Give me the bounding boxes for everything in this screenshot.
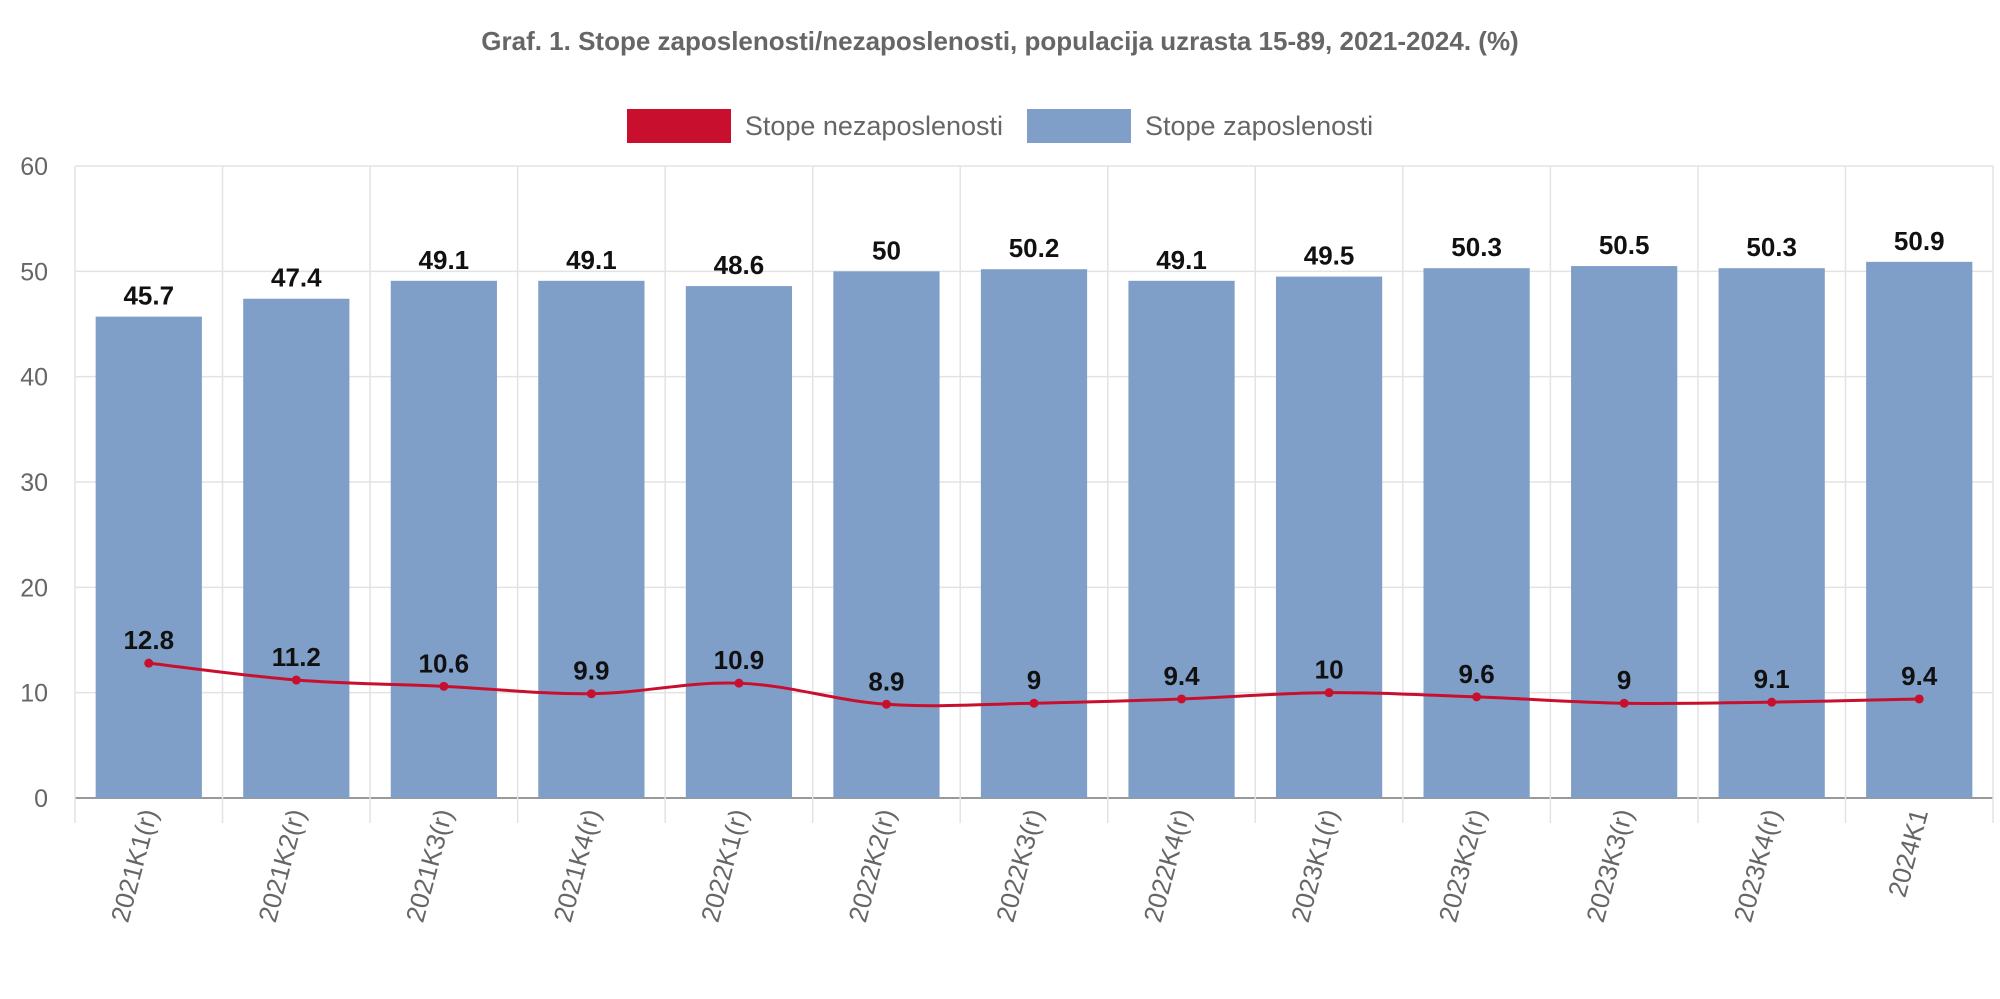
line-value-label: 12.8 (123, 625, 174, 655)
bar-employment (1423, 268, 1530, 798)
point-unemployment (586, 689, 596, 699)
y-tick-label: 60 (20, 153, 48, 181)
bar-employment (980, 269, 1088, 798)
y-tick-label: 40 (20, 364, 48, 392)
line-value-label: 9.9 (573, 656, 609, 686)
bar-value-label: 50.9 (1894, 226, 1945, 256)
legend-swatch-unemployment (626, 109, 731, 143)
bar-value-label: 50.2 (1009, 233, 1060, 263)
legend-label-unemployment: Stope nezaposlenosti (744, 110, 1004, 141)
bar-employment (1275, 276, 1383, 799)
legend-label-employment: Stope zaposlenosti (1145, 110, 1374, 141)
bar-value-label: 50.3 (1451, 232, 1502, 262)
point-unemployment (1177, 694, 1187, 704)
x-tick-label: 2021K4(r) (547, 806, 606, 925)
line-value-label: 9.4 (1163, 661, 1200, 691)
bar-employment (1128, 280, 1235, 798)
y-tick-label: 50 (20, 258, 48, 286)
y-tick-label: 10 (20, 680, 48, 708)
x-tick-label: 2022K1(r) (695, 806, 754, 925)
point-unemployment (1767, 697, 1777, 707)
bar-employment (685, 286, 793, 798)
x-tick-label: 2023K3(r) (1580, 806, 1639, 925)
bar-employment (243, 298, 350, 798)
y-tick-label: 30 (20, 469, 48, 497)
line-value-label: 10.6 (419, 648, 470, 678)
y-tick-label: 20 (20, 574, 48, 602)
bar-value-label: 45.7 (123, 281, 174, 311)
bar-value-label: 49.1 (1156, 245, 1207, 275)
legend: Stope nezaposlenosti Stope zaposlenosti (0, 106, 2000, 146)
line-value-label: 10 (1315, 655, 1344, 685)
point-unemployment (1029, 698, 1039, 708)
line-value-label: 9.4 (1901, 661, 1938, 691)
bar-value-label: 49.1 (566, 245, 617, 275)
y-tick-label: 0 (34, 785, 48, 813)
x-tick-label: 2023K2(r) (1433, 806, 1492, 925)
bar-employment (833, 271, 940, 798)
point-unemployment (1914, 694, 1924, 704)
x-tick-label: 2024K1 (1882, 806, 1934, 900)
line-value-label: 9.6 (1459, 659, 1495, 689)
bar-value-label: 50.5 (1599, 230, 1650, 260)
point-unemployment (734, 678, 744, 688)
bar-employment (538, 280, 645, 798)
point-unemployment (1619, 698, 1629, 708)
bar-value-label: 48.6 (714, 250, 765, 280)
bar-employment (390, 280, 497, 798)
bar-value-label: 49.1 (419, 245, 470, 275)
line-value-label: 11.2 (272, 642, 321, 672)
x-tick-label: 2023K1(r) (1285, 806, 1344, 925)
x-tick-label: 2021K2(r) (252, 806, 311, 925)
bar-value-label: 47.4 (271, 263, 322, 293)
line-value-label: 8.9 (868, 666, 904, 696)
bar-employment (1866, 261, 1973, 798)
bar-employment (95, 316, 202, 798)
legend-item-unemployment[interactable]: Stope nezaposlenosti (626, 109, 1004, 143)
x-tick-label: 2021K3(r) (400, 806, 459, 925)
bar-employment (1571, 266, 1678, 799)
point-unemployment (1324, 688, 1334, 698)
bar-value-label: 50.3 (1746, 232, 1797, 262)
legend-swatch-employment (1027, 109, 1132, 143)
x-tick-label: 2021K1(r) (105, 806, 164, 925)
point-unemployment (1472, 692, 1482, 702)
point-unemployment (144, 658, 154, 668)
line-value-label: 9 (1027, 665, 1041, 695)
x-tick-label: 2022K3(r) (990, 806, 1049, 925)
line-value-label: 10.9 (714, 645, 765, 675)
line-value-label: 9 (1617, 665, 1631, 695)
point-unemployment (439, 681, 449, 691)
bar-value-label: 49.5 (1304, 241, 1355, 271)
bar-value-label: 50 (872, 235, 901, 265)
point-unemployment (291, 675, 301, 685)
bar-employment (1718, 268, 1825, 798)
point-unemployment (881, 699, 891, 709)
legend-item-employment[interactable]: Stope zaposlenosti (1027, 109, 1373, 143)
x-tick-label: 2022K4(r) (1137, 806, 1196, 925)
chart-title: Graf. 1. Stope zaposlenosti/nezaposlenos… (481, 26, 1519, 56)
line-value-label: 9.1 (1754, 664, 1790, 694)
x-tick-label: 2023K4(r) (1728, 806, 1787, 925)
x-tick-label: 2022K2(r) (842, 806, 901, 925)
